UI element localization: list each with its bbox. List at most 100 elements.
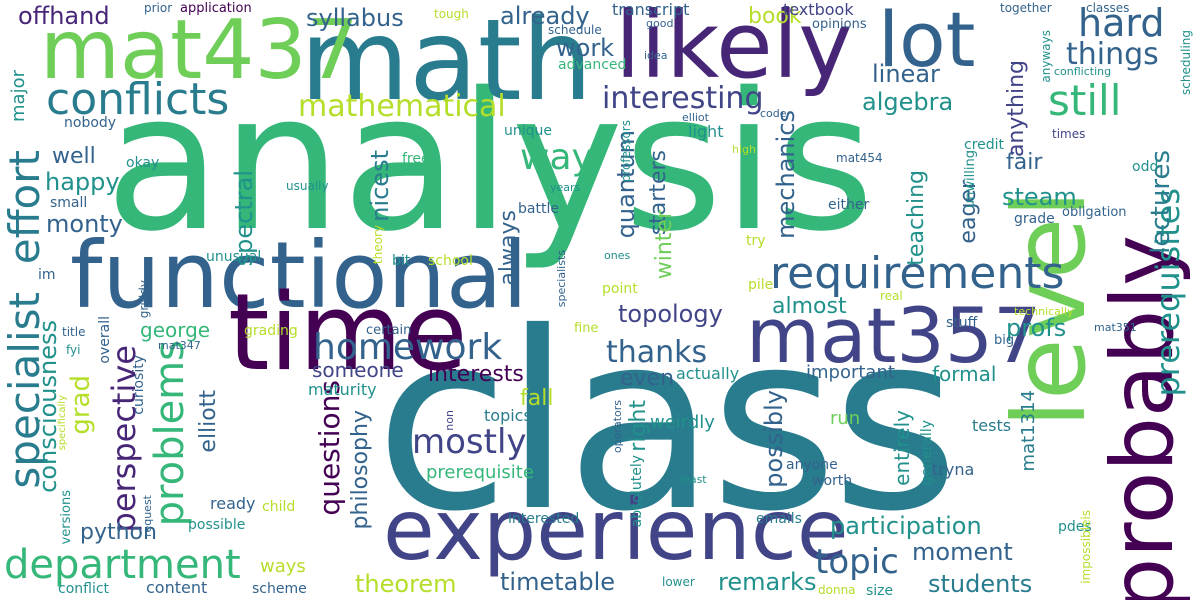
word-absolutely: absolutely [629,455,645,528]
word-python: python [80,520,157,545]
word-functional: functional [70,222,528,329]
word-nicest: nicest [366,150,394,222]
word-pdes: pdes [1058,519,1092,535]
word-book: book [748,4,802,29]
word-homework: homework [313,327,503,368]
word-way: way [520,137,593,178]
word-mat347: mat347 [158,339,201,352]
word-overall: overall [97,316,113,364]
word-conflicting: conflicting [1054,65,1112,78]
word-tough: tough [434,7,469,21]
word-mathematical: mathematical [298,89,506,124]
word-time: time [228,271,468,394]
word-point: point [602,281,638,297]
word-linear: linear [872,60,940,88]
word-mat351: mat351 [1094,321,1137,334]
word-mat437: mat437 [40,3,359,98]
word-someone: someone [312,358,404,382]
word-stuff: stuff [946,315,978,331]
word-anyone: anyone [786,457,838,473]
word-formal: formal [932,362,997,386]
word-moment: moment [912,538,1013,566]
word-griddy: griddy [137,280,151,319]
word-years: years [550,181,581,194]
word-prior: prior [144,1,173,15]
word-department: department [4,542,241,588]
word-real: real [880,289,903,303]
word-im: im [38,267,56,283]
word-ready: ready [210,494,256,513]
word-weirdly: weirdly [650,412,715,433]
word-tests: tests [972,416,1012,435]
word-well: well [52,144,96,169]
word-fyi: fyi [66,343,81,357]
word-high: high [732,143,756,156]
word-request: request [141,495,154,537]
word-lot: lot [878,0,976,84]
word-possibly: possibly [760,390,788,488]
word-ways: ways [260,556,306,577]
word-teaching: teaching [904,170,929,266]
word-almost: almost [772,294,847,319]
word-mechanics: mechanics [772,110,800,239]
word-classes: classes [1086,1,1130,15]
word-thanks: thanks [606,335,708,370]
word-fall: fall [520,386,554,411]
word-credit: credit [964,137,1005,153]
word-worth: worth [812,473,853,489]
word-generally: generally [919,420,935,486]
word-application: application [180,1,252,16]
word-child: child [262,499,296,515]
word-monty: monty [46,210,123,238]
word-certain: certain [366,323,412,338]
word-unique: unique [504,123,553,139]
word-topic: topic [815,542,899,582]
word-even: even [620,366,675,391]
word-scheme: scheme [252,581,307,597]
word-class: class [375,280,959,565]
word-questions: questions [313,380,346,516]
word-advanced: advanced [558,57,627,73]
word-idea: idea [644,49,668,62]
word-curiosity: curiosity [131,355,147,415]
word-mat357: mat357 [746,291,1042,380]
word-mat1314: mat1314 [1018,390,1039,472]
word-unusual: unusual [206,249,262,265]
word-big: big [994,333,1015,348]
word-opinions: opinions [812,17,867,32]
word-scheduling: scheduling [1179,30,1193,95]
word-emails: emails [756,511,802,527]
word-problems: problems [147,340,193,527]
word-theory: theory [371,225,385,265]
word-title: title [62,325,86,339]
word-work: work [556,34,615,62]
word-try: try [746,233,766,249]
word-offhand: offhand [18,2,110,30]
word-unwilling: unwilling [963,150,978,209]
word-good: good [646,17,674,30]
word-right: right [626,400,651,452]
word-professors: professors [619,120,633,183]
word-remarks: remarks [718,568,817,596]
word-george: george [140,318,211,342]
word-elliott: elliott [196,390,221,453]
word-content: content [146,578,208,597]
word-analysis: analysis [105,52,875,273]
word-odd: odd [1132,159,1159,175]
word-happy: happy [45,168,120,196]
word-school: school [428,253,473,269]
word-specifically: specifically [57,395,68,451]
word-algebra: algebra [862,88,954,116]
word-profs: profs [1006,314,1067,342]
word-versions: versions [59,490,74,545]
word-actually: actually [676,364,740,383]
word-requirements: requirements [770,248,1065,299]
word-pile: pile [748,277,774,293]
word-math: math [300,0,593,126]
word-winter: winter [652,210,677,280]
word-tryna: tryna [932,460,975,479]
word-anything: anything [1004,60,1029,158]
word-technically: technically [1014,305,1074,318]
word-nobody: nobody [64,115,117,131]
